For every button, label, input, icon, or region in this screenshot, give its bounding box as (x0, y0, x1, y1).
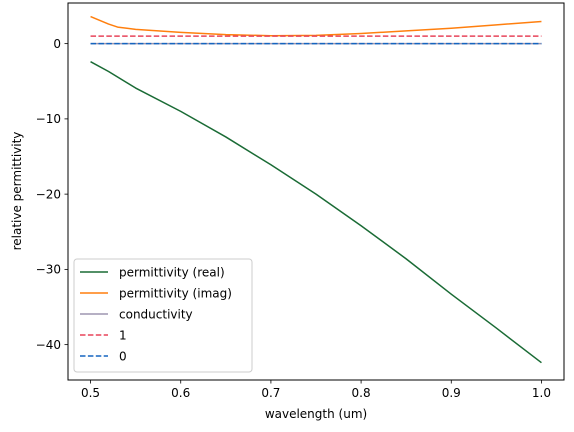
series-line-1 (90, 15, 542, 37)
y-axis: 0 −10 −20 −30 −40 (36, 37, 68, 352)
x-tick-label: 0.6 (171, 386, 190, 400)
x-tick-label: 0.7 (261, 386, 280, 400)
x-axis-label: wavelength (um) (265, 407, 367, 421)
axes-frame (67, 2, 565, 381)
legend-label: conductivity (119, 307, 193, 321)
legend-label: 0 (119, 349, 127, 363)
y-axis-label: relative permittivity (10, 132, 24, 251)
legend-box (73, 258, 253, 373)
legend-label: permittivity (real) (119, 265, 225, 279)
x-tick-label: 0.5 (81, 386, 100, 400)
y-tick-label: −10 (36, 112, 61, 126)
x-tick-label: 0.9 (442, 386, 461, 400)
x-axis: 0.5 0.6 0.7 0.8 0.9 1.0 (81, 380, 551, 400)
plot-layer (90, 15, 542, 364)
y-tick-label: −20 (36, 187, 61, 201)
y-tick-label: 0 (53, 37, 61, 51)
y-tick-label: −30 (36, 263, 61, 277)
legend-label: permittivity (imag) (119, 286, 232, 300)
legend-label: 1 (119, 328, 127, 342)
series-line-0 (90, 61, 542, 364)
y-tick-label: −40 (36, 338, 61, 352)
legend: permittivity (real) permittivity (imag) co… (73, 258, 253, 373)
x-tick-label: 0.8 (352, 386, 371, 400)
x-tick-label: 1.0 (532, 386, 551, 400)
